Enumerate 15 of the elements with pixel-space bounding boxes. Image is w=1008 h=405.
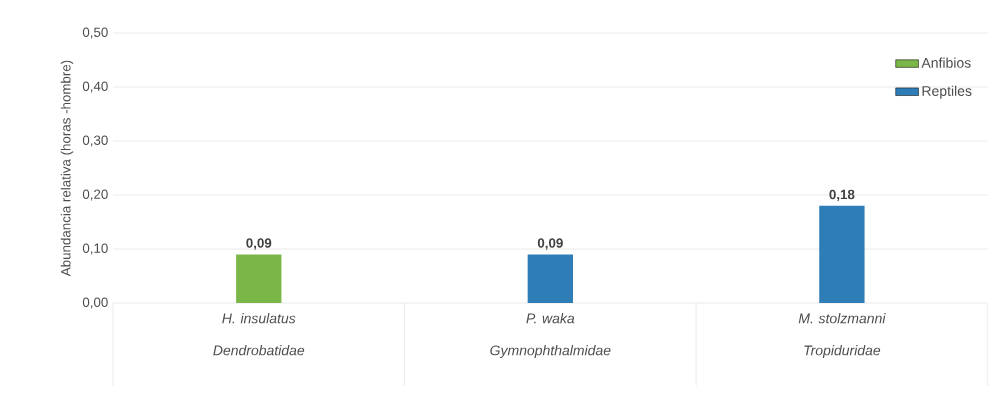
data-label: 0,09 (537, 238, 563, 250)
category-label: H. insulatus Dendrobatidae (213, 313, 305, 356)
data-label: 0,18 (829, 189, 855, 202)
y-axis-title: Abundancia relativa (horas -hombre) (60, 60, 74, 277)
legend-label: Anfibios (921, 57, 971, 68)
y-tick-label: 0,50 (82, 27, 108, 39)
y-tick-label: 0,10 (82, 243, 108, 255)
data-label: 0,09 (246, 238, 272, 250)
y-tick-label: 0,00 (82, 297, 108, 309)
category-label: P. waka Gymnophthalmidae (490, 313, 611, 359)
y-tick-label: 0,20 (82, 189, 108, 201)
y-tick-label: 0,40 (82, 81, 108, 93)
category-label: M. stolzmanni Tropiduridae (798, 313, 886, 359)
y-tick-label: 0,30 (82, 135, 108, 147)
legend-label: Reptiles (922, 85, 972, 99)
